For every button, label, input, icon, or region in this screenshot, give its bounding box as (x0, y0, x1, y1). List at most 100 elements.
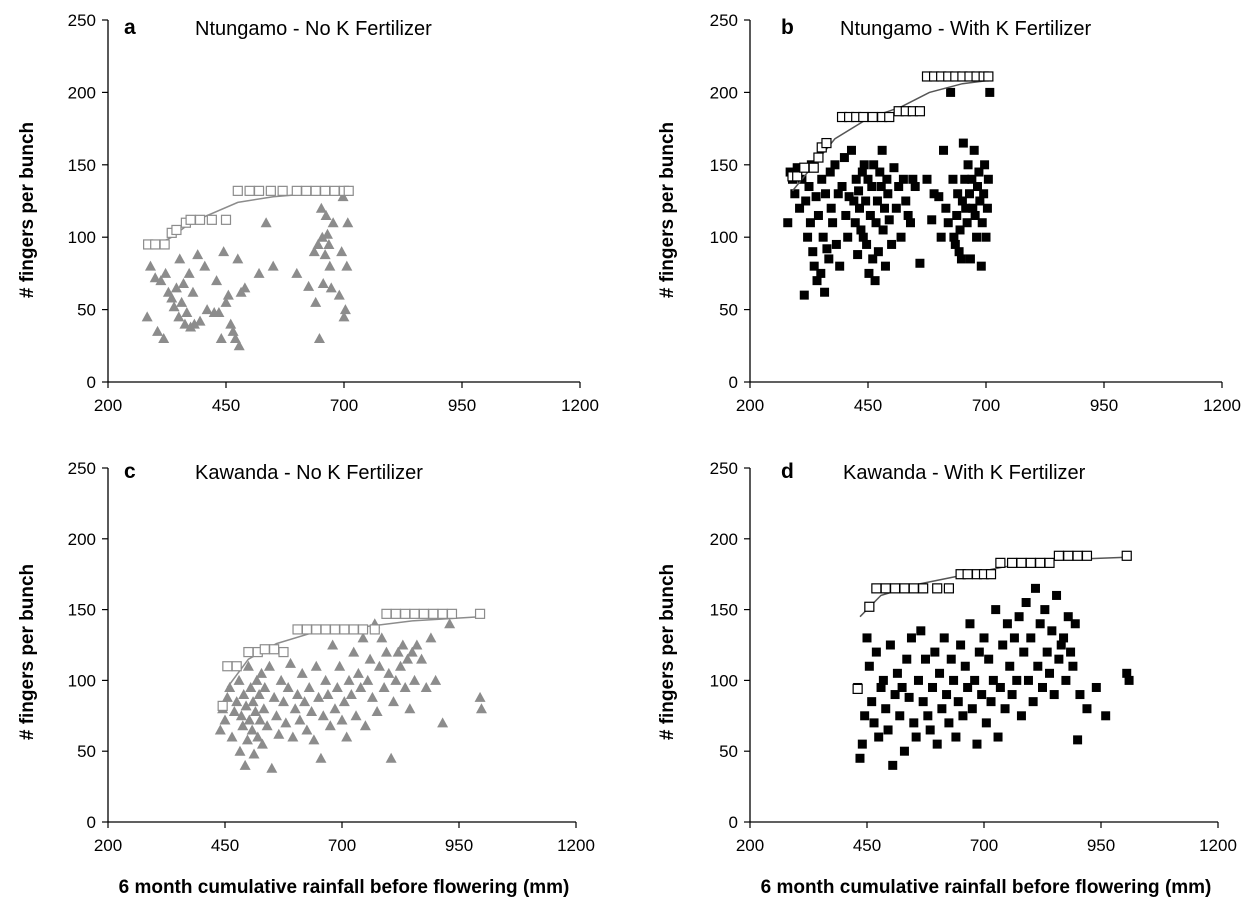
data-point-square (1068, 661, 1078, 671)
boundary-point (310, 185, 321, 196)
data-point-triangle (243, 714, 255, 725)
boundary-point (428, 608, 439, 619)
boundary-point (884, 111, 895, 123)
data-point-square (950, 239, 960, 249)
y-tick-label: 200 (68, 530, 96, 549)
y-tick-label: 50 (719, 742, 738, 761)
boundary-point (320, 185, 331, 196)
y-tick-label: 250 (68, 11, 96, 30)
data-point-square (1101, 711, 1111, 721)
data-point-square (939, 145, 949, 155)
data-point-triangle (240, 700, 252, 711)
data-point-square (883, 189, 893, 199)
data-point-square (949, 232, 959, 242)
data-point-square (863, 174, 873, 184)
data-point-triangle (253, 689, 265, 700)
boundary-point (1072, 550, 1083, 561)
data-point-triangle (341, 260, 353, 271)
data-point-triangle (357, 632, 369, 643)
data-point-triangle (371, 706, 383, 717)
data-point-triangle (327, 217, 339, 228)
boundary-line (791, 80, 987, 192)
data-point-square (957, 196, 967, 206)
data-point-square (1030, 583, 1040, 593)
data-point-square (1019, 647, 1029, 657)
data-point-square (1028, 697, 1038, 707)
boundary-point (985, 569, 997, 580)
data-point-square (858, 232, 868, 242)
boundary-point (821, 137, 832, 149)
boundary-point (474, 608, 486, 619)
boundary-point (995, 557, 1006, 568)
data-point-square (808, 247, 818, 257)
boundary-point (171, 224, 182, 236)
data-point-square (799, 290, 809, 300)
y-tick-label: 150 (710, 156, 738, 175)
boundary-point (813, 152, 824, 163)
data-point-square (941, 203, 951, 213)
data-point-square (988, 675, 998, 685)
data-point-triangle (178, 278, 190, 289)
data-point-triangle (199, 260, 211, 271)
data-point-square (974, 647, 984, 657)
data-point-triangle (235, 710, 247, 721)
data-point-triangle (312, 238, 324, 249)
data-point-square (935, 668, 945, 678)
data-point-triangle (275, 674, 287, 685)
data-point-triangle (322, 689, 334, 700)
boundary-point (217, 700, 228, 711)
x-tick-label: 200 (736, 396, 764, 415)
panel-b: b Ntungamo - With K Fertilizer # fingers… (657, 11, 1241, 415)
data-point-square (932, 739, 942, 749)
data-point-square (939, 633, 949, 643)
boundary-point (348, 624, 359, 635)
boundary-point (329, 624, 341, 635)
boundary-point (983, 71, 994, 82)
data-point-square (795, 203, 805, 213)
panel-a-title: Ntungamo - No K Fertilizer (195, 18, 432, 40)
data-point-square (867, 182, 877, 192)
data-point-triangle (266, 762, 278, 773)
data-point-square (805, 218, 815, 228)
boundary-point (858, 111, 869, 123)
data-point-square (979, 189, 989, 199)
data-point-square (889, 163, 899, 173)
data-point-square (943, 218, 953, 228)
data-point-square (1012, 675, 1022, 685)
data-point-square (876, 682, 886, 692)
boundary-point (1063, 550, 1074, 561)
x-tick-label: 700 (328, 836, 356, 855)
data-point-square (1040, 605, 1050, 615)
boundary-point (1044, 557, 1055, 568)
data-point-square (854, 186, 864, 196)
data-point-square (855, 753, 865, 763)
data-point-square (859, 160, 869, 170)
data-point-square (934, 192, 944, 202)
data-point-triangle (343, 674, 355, 685)
data-point-triangle (385, 752, 397, 763)
data-point-triangle (220, 296, 232, 307)
data-point-square (851, 174, 861, 184)
data-point-square (821, 189, 831, 199)
data-point-square (817, 174, 827, 184)
data-point-triangle (406, 646, 418, 657)
data-point-triangle (176, 296, 188, 307)
boundary-point (381, 608, 392, 619)
data-point-square (872, 196, 882, 206)
data-point-triangle (259, 681, 271, 692)
data-point-square (930, 647, 940, 657)
data-point-triangle (301, 724, 313, 735)
data-point-square (953, 189, 963, 199)
data-point-triangle (155, 275, 167, 286)
data-point-square (871, 647, 881, 657)
data-point-square (937, 704, 947, 714)
data-point-square (921, 654, 930, 664)
data-point-triangle (315, 752, 327, 763)
data-point-square (963, 160, 973, 170)
data-point-square (844, 192, 854, 202)
data-point-square (898, 174, 908, 184)
y-tick-label: 250 (68, 459, 96, 478)
data-point-triangle (327, 639, 339, 650)
data-point-square (969, 145, 979, 155)
data-point-square (904, 692, 914, 702)
